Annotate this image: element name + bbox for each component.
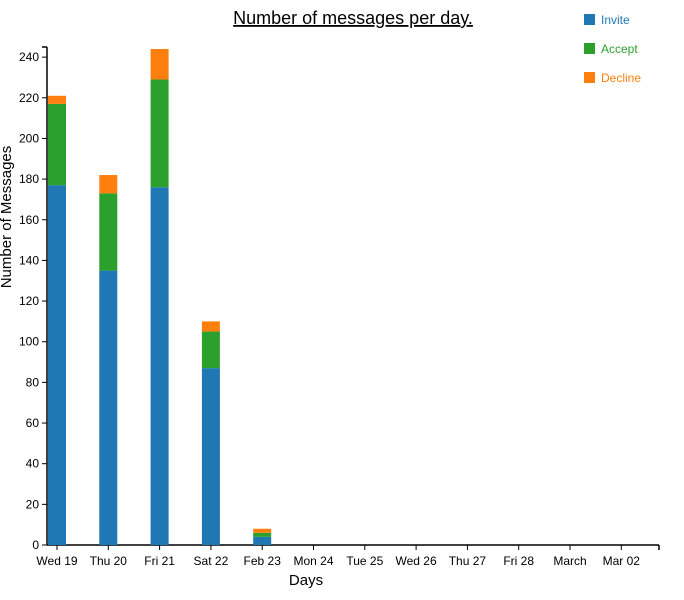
x-tick-label: Thu 27 <box>449 554 487 568</box>
legend: Invite Accept Decline <box>584 13 641 85</box>
y-tick-label: 60 <box>26 416 40 430</box>
bar-decline <box>99 175 118 194</box>
bar-invite <box>253 536 272 545</box>
x-tick-label: Tue 25 <box>346 554 383 568</box>
bar-decline <box>253 528 272 533</box>
bar-accept <box>48 103 66 186</box>
legend-swatch-decline <box>584 72 595 83</box>
legend-label-accept: Accept <box>601 42 638 56</box>
x-axis: Wed 19 Thu 20 Fri 21 Sat 22 Feb 23 Mon 24 Tue … <box>36 544 660 568</box>
y-tick-label: 220 <box>19 91 39 105</box>
x-tick-label: Mar 02 <box>603 554 641 568</box>
y-tick-label: 100 <box>19 335 39 349</box>
bar-decline <box>150 49 169 80</box>
y-tick-label: 140 <box>19 253 39 267</box>
y-axis-title: Number of Messages <box>0 146 15 289</box>
bars <box>48 49 272 546</box>
y-axis: 0 20 40 60 80 100 120 140 160 180 200 220 240 <box>19 46 48 552</box>
bar-invite <box>48 185 66 545</box>
bar-decline <box>201 321 220 332</box>
bar-accept <box>99 193 118 271</box>
y-tick-label: 240 <box>19 50 39 64</box>
x-tick-label: Fri 21 <box>144 554 175 568</box>
legend-label-decline: Decline <box>601 71 641 85</box>
y-tick-label: 200 <box>19 131 39 145</box>
legend-swatch-accept <box>584 43 595 54</box>
x-tick-label: Sat 22 <box>194 554 229 568</box>
x-tick-label: Thu 20 <box>90 554 128 568</box>
chart-title: Number of messages per day. <box>233 8 473 28</box>
bar-invite <box>201 368 220 545</box>
bar-decline <box>48 95 66 104</box>
legend-swatch-invite <box>584 14 595 25</box>
x-tick-label: Mon 24 <box>293 554 333 568</box>
x-axis-title: Days <box>289 572 323 589</box>
x-tick-label: Wed 26 <box>396 554 437 568</box>
y-tick-label: 40 <box>26 457 40 471</box>
y-tick-label: 180 <box>19 172 39 186</box>
bar-accept <box>253 532 272 537</box>
x-tick-label: Fri 28 <box>503 554 534 568</box>
y-tick-label: 160 <box>19 213 39 227</box>
x-tick-label: Wed 19 <box>36 554 77 568</box>
y-tick-label: 80 <box>26 375 40 389</box>
x-tick-label: March <box>553 554 586 568</box>
x-tick-label: Feb 23 <box>244 554 282 568</box>
y-tick-label: 120 <box>19 294 39 308</box>
y-tick-label: 20 <box>26 497 40 511</box>
bar-accept <box>150 79 169 188</box>
bar-accept <box>201 331 220 369</box>
legend-label-invite: Invite <box>601 13 630 27</box>
y-tick-label: 0 <box>32 538 39 552</box>
bar-invite <box>99 270 118 545</box>
bar-invite <box>150 187 169 546</box>
